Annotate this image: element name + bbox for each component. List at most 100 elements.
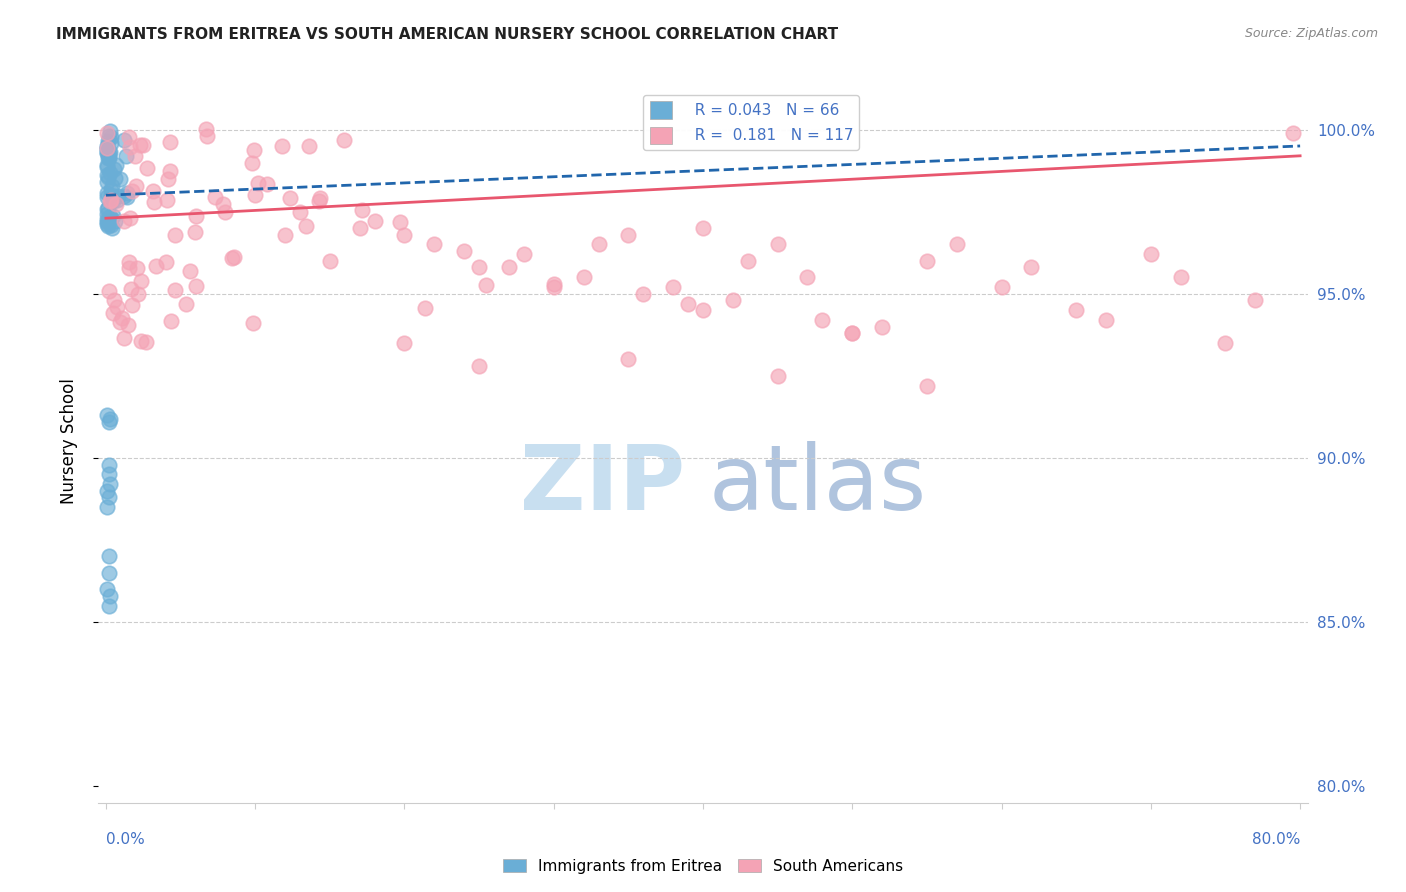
- Point: [121, 184, 143, 198]
- Point: [271, 138, 294, 153]
- Point: [98, 284, 121, 298]
- Point: [990, 280, 1012, 294]
- Text: atlas: atlas: [709, 441, 927, 529]
- Point: [118, 129, 141, 144]
- Point: [97, 467, 120, 482]
- Point: [97, 169, 120, 184]
- Point: [242, 316, 264, 330]
- Point: [105, 301, 128, 315]
- Legend: Immigrants from Eritrea, South Americans: Immigrants from Eritrea, South Americans: [496, 853, 910, 880]
- Point: [135, 334, 157, 349]
- Point: [1140, 247, 1163, 261]
- Point: [98, 166, 121, 180]
- Point: [101, 209, 124, 223]
- Point: [298, 138, 321, 153]
- Point: [274, 227, 297, 242]
- Point: [179, 264, 201, 278]
- Point: [97, 599, 120, 613]
- Point: [96, 500, 118, 515]
- Point: [129, 137, 152, 152]
- Point: [97, 549, 120, 564]
- Point: [97, 152, 120, 166]
- Point: [112, 331, 135, 345]
- Point: [394, 227, 416, 242]
- Point: [159, 164, 181, 178]
- Point: [96, 582, 118, 597]
- Point: [96, 160, 118, 174]
- Point: [96, 145, 118, 160]
- Point: [453, 244, 475, 258]
- Point: [96, 175, 118, 189]
- Point: [112, 189, 135, 203]
- Point: [129, 334, 152, 348]
- Point: [101, 178, 124, 193]
- Point: [120, 211, 142, 225]
- Point: [100, 193, 122, 207]
- Point: [115, 186, 138, 200]
- Point: [157, 171, 180, 186]
- Point: [145, 259, 167, 273]
- Point: [96, 190, 118, 204]
- Point: [294, 219, 316, 234]
- Point: [692, 303, 714, 318]
- Point: [98, 151, 121, 165]
- Point: [184, 209, 207, 223]
- Point: [633, 286, 655, 301]
- Point: [100, 218, 122, 232]
- Point: [475, 277, 498, 292]
- Point: [870, 319, 893, 334]
- Point: [136, 161, 159, 175]
- Text: 80.0%: 80.0%: [1251, 831, 1301, 847]
- Point: [1215, 336, 1237, 351]
- Point: [98, 145, 121, 159]
- Point: [160, 314, 183, 328]
- Point: [915, 378, 938, 392]
- Point: [332, 132, 354, 146]
- Point: [1095, 313, 1118, 327]
- Point: [125, 260, 148, 275]
- Point: [98, 477, 121, 491]
- Point: [242, 143, 264, 157]
- Point: [796, 270, 818, 285]
- Point: [319, 254, 342, 268]
- Point: [766, 368, 789, 383]
- Point: [156, 193, 179, 207]
- Point: [97, 458, 120, 472]
- Point: [96, 186, 118, 200]
- Point: [117, 318, 139, 332]
- Point: [308, 194, 330, 208]
- Point: [1021, 260, 1043, 275]
- Point: [194, 122, 217, 136]
- Point: [101, 306, 124, 320]
- Point: [120, 282, 142, 296]
- Point: [98, 589, 121, 603]
- Point: [127, 286, 149, 301]
- Point: [468, 260, 491, 275]
- Point: [96, 158, 118, 172]
- Point: [388, 215, 411, 229]
- Point: [98, 211, 121, 225]
- Point: [96, 217, 118, 231]
- Point: [543, 280, 565, 294]
- Point: [256, 177, 278, 191]
- Point: [97, 149, 120, 163]
- Point: [1244, 293, 1267, 308]
- Point: [120, 139, 142, 153]
- Point: [97, 213, 120, 227]
- Point: [841, 326, 863, 341]
- Point: [103, 194, 125, 209]
- Point: [617, 352, 640, 367]
- Point: [184, 226, 207, 240]
- Point: [96, 146, 118, 161]
- Point: [118, 254, 141, 268]
- Point: [97, 415, 120, 429]
- Text: Source: ZipAtlas.com: Source: ZipAtlas.com: [1244, 27, 1378, 40]
- Point: [363, 214, 385, 228]
- Point: [221, 251, 243, 265]
- Point: [96, 141, 118, 155]
- Point: [100, 136, 122, 150]
- Point: [96, 202, 118, 216]
- Point: [96, 483, 118, 498]
- Point: [97, 491, 120, 505]
- Point: [97, 219, 120, 233]
